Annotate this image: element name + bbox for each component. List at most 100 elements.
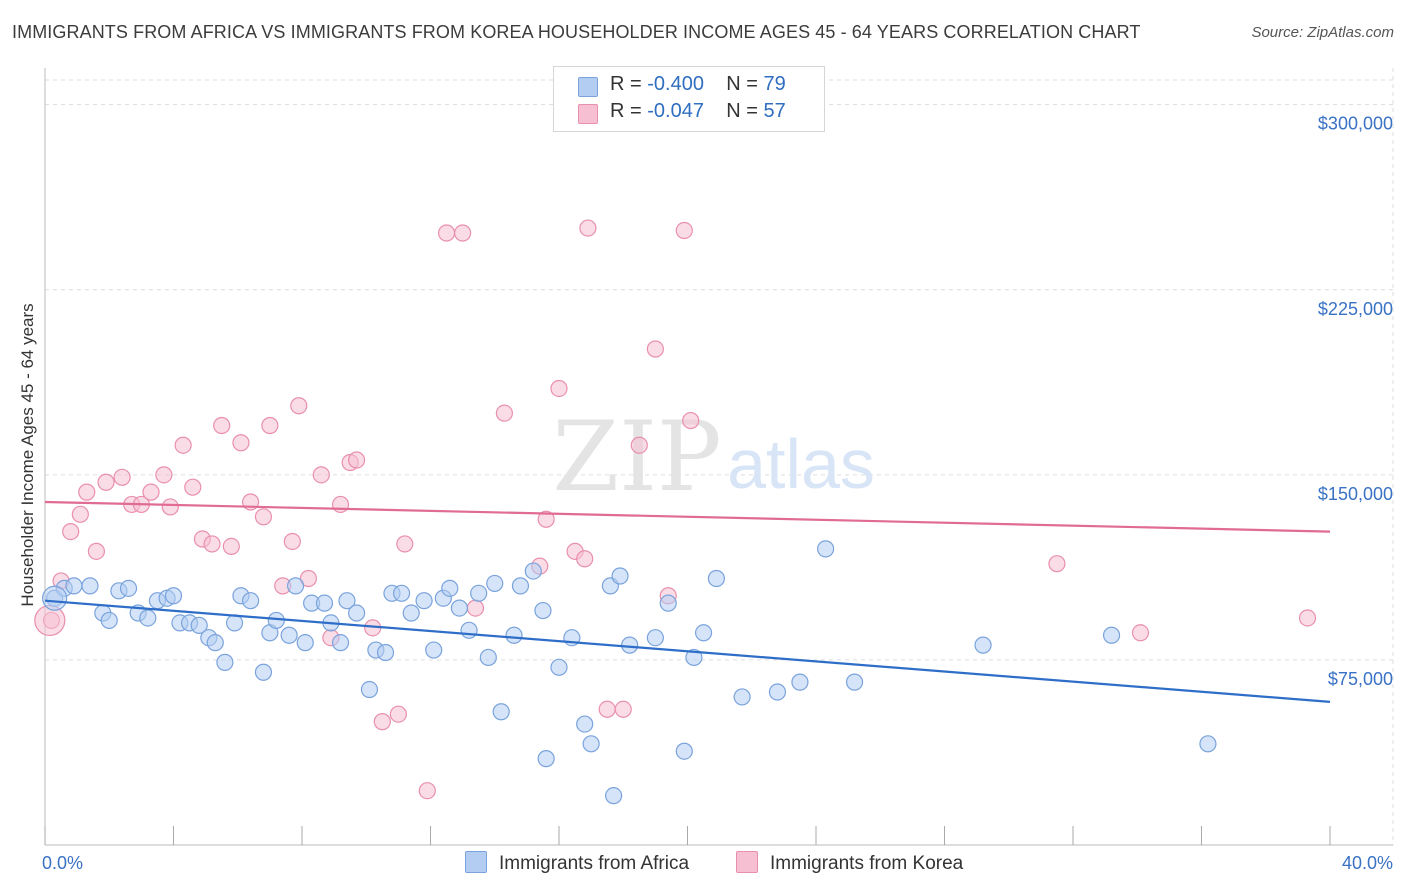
africa-point <box>392 584 411 602</box>
korea-point <box>87 542 106 560</box>
korea-point <box>34 604 66 637</box>
korea-trend-line <box>44 500 1331 533</box>
y-axis-label: Householder Income Ages 45 - 64 years <box>18 303 37 607</box>
korea-point <box>348 451 366 469</box>
africa-point <box>65 577 83 595</box>
y-tick-labels: $75,000 $150,000 $225,000 $300,000 <box>1318 114 1393 689</box>
legend-swatch-africa <box>578 77 598 97</box>
y-tick-label: $225,000 <box>1318 299 1393 319</box>
bottom-legend-label-korea: Immigrants from Korea <box>770 853 964 874</box>
africa-point <box>605 787 623 805</box>
africa-point <box>817 540 835 558</box>
africa-point <box>415 592 433 610</box>
africa-point <box>492 703 510 721</box>
korea-point <box>299 569 318 588</box>
x-tick-label-min: 0.0% <box>42 853 83 873</box>
korea-point <box>675 221 693 240</box>
africa-points <box>42 540 1217 805</box>
africa-point <box>190 616 208 634</box>
africa-point <box>1102 626 1121 644</box>
africa-point <box>376 643 395 662</box>
korea-point <box>614 700 632 718</box>
y-tick-label: $150,000 <box>1318 484 1393 504</box>
africa-point <box>845 673 864 691</box>
africa-point <box>119 579 138 597</box>
korea-point <box>576 550 594 568</box>
korea-point <box>78 483 96 501</box>
korea-point <box>437 224 456 242</box>
africa-point <box>511 577 530 595</box>
korea-point <box>97 473 115 491</box>
legend-n-value-korea: 57 <box>763 100 786 122</box>
africa-point <box>164 587 183 605</box>
legend-r-label: R = <box>610 100 642 122</box>
korea-point <box>1298 609 1317 627</box>
trend-lines <box>44 500 1331 703</box>
africa-point <box>280 626 298 644</box>
africa-point <box>768 683 787 701</box>
africa-point <box>685 648 703 667</box>
legend-r-label: R = <box>610 73 642 95</box>
korea-points <box>34 219 1317 800</box>
korea-point <box>261 416 279 435</box>
africa-point <box>139 609 157 627</box>
africa-point <box>659 594 677 612</box>
korea-point <box>161 498 179 516</box>
africa-point <box>576 715 594 733</box>
africa-point <box>550 658 568 676</box>
bottom-legend-swatch-korea <box>736 851 758 873</box>
africa-point <box>331 634 350 652</box>
bottom-legend-korea[interactable]: Immigrants from Korea <box>736 851 963 875</box>
korea-point <box>1131 624 1150 642</box>
korea-point <box>418 782 436 800</box>
legend-r-value-korea: -0.047 <box>647 100 704 122</box>
legend-n-label: N = <box>726 100 758 122</box>
africa-point <box>216 653 234 671</box>
africa-point <box>582 735 600 753</box>
korea-point <box>389 705 407 723</box>
africa-point <box>694 624 713 642</box>
legend-n-value-africa: 79 <box>763 73 786 95</box>
africa-point <box>206 634 224 652</box>
korea-point <box>222 537 240 556</box>
africa-point <box>441 579 459 597</box>
korea-point <box>184 478 202 496</box>
watermark: ZIP atlas <box>552 401 875 513</box>
africa-point <box>537 750 555 768</box>
korea-point <box>646 340 664 358</box>
bottom-legend-label-africa: Immigrants from Africa <box>499 853 690 874</box>
korea-point <box>682 411 700 430</box>
africa-point <box>479 648 497 667</box>
africa-point <box>254 663 273 681</box>
africa-point <box>286 577 305 595</box>
africa-point <box>534 601 552 620</box>
africa-point <box>611 567 629 585</box>
legend-r-value-africa: -0.400 <box>647 73 704 95</box>
chart-title: IMMIGRANTS FROM AFRICA VS IMMIGRANTS FRO… <box>12 22 1141 42</box>
legend-text-korea: R = -0.047 N = 57 <box>610 100 786 123</box>
africa-point <box>360 680 379 699</box>
korea-point <box>203 535 221 553</box>
africa-point <box>315 594 334 612</box>
korea-point <box>155 466 173 484</box>
korea-point <box>174 436 192 454</box>
bottom-legend-africa[interactable]: Immigrants from Africa <box>465 851 689 875</box>
africa-point <box>450 599 469 617</box>
africa-point <box>675 742 693 760</box>
africa-point <box>621 636 639 654</box>
watermark-atlas: atlas <box>727 425 875 503</box>
africa-point <box>470 584 488 602</box>
africa-point <box>296 634 314 652</box>
korea-point <box>290 397 308 415</box>
x-tick-labels: 0.0% 40.0% <box>42 853 1393 873</box>
korea-point <box>579 219 597 237</box>
korea-point <box>62 522 80 541</box>
korea-point <box>142 483 160 501</box>
africa-point <box>707 569 726 588</box>
korea-point <box>630 436 648 454</box>
korea-point <box>454 224 472 242</box>
africa-point <box>791 673 809 691</box>
africa-point <box>486 574 504 593</box>
africa-point <box>460 621 478 639</box>
africa-point <box>242 592 260 610</box>
